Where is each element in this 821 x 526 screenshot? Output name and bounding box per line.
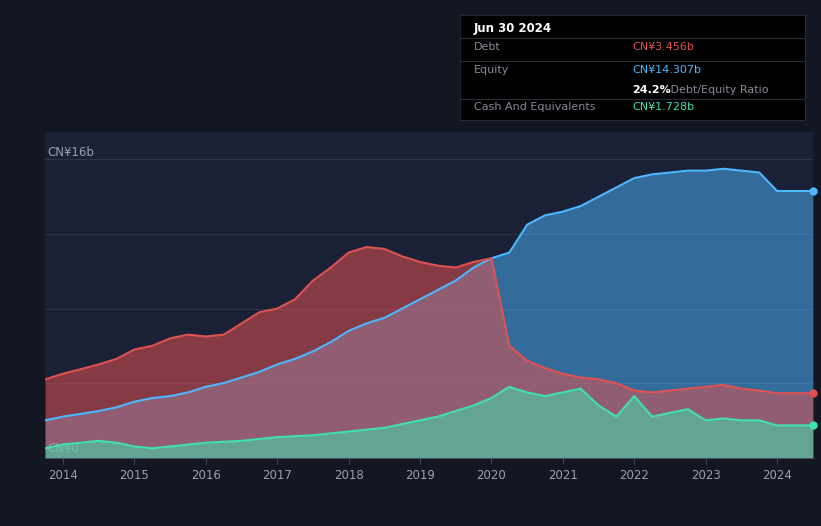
Text: CN¥3.456b: CN¥3.456b — [632, 42, 695, 52]
Text: Debt: Debt — [474, 42, 501, 52]
Text: CN¥1.728b: CN¥1.728b — [632, 102, 695, 112]
Text: 24.2%: 24.2% — [632, 85, 672, 95]
Text: Debt/Equity Ratio: Debt/Equity Ratio — [667, 85, 768, 95]
Point — [806, 421, 819, 430]
Text: CN¥16b: CN¥16b — [48, 146, 94, 159]
Text: CN¥14.307b: CN¥14.307b — [632, 65, 701, 75]
Text: Cash And Equivalents: Cash And Equivalents — [474, 102, 595, 112]
Text: Jun 30 2024: Jun 30 2024 — [474, 22, 552, 35]
Text: Equity: Equity — [474, 65, 509, 75]
Point — [806, 187, 819, 195]
Point — [806, 389, 819, 398]
Text: CN¥0: CN¥0 — [48, 442, 79, 455]
